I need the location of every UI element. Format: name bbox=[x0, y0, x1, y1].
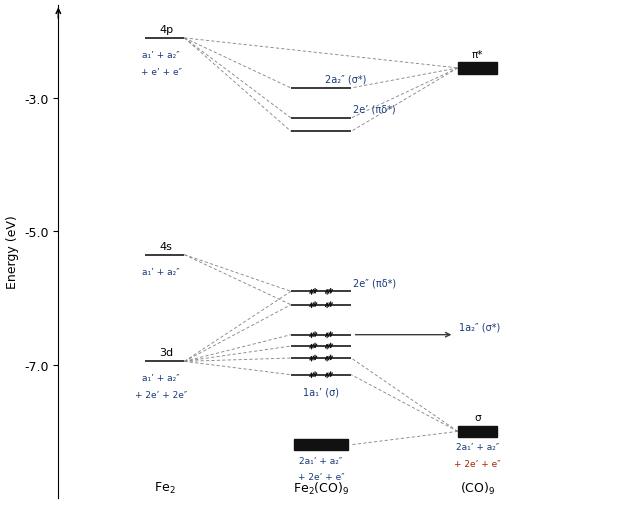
Text: + 2e’ + e″: + 2e’ + e″ bbox=[454, 459, 501, 468]
Text: 2e’ (πδ*): 2e’ (πδ*) bbox=[353, 105, 396, 115]
Text: a₁’ + a₂″: a₁’ + a₂″ bbox=[142, 267, 180, 276]
Text: 4s: 4s bbox=[160, 241, 173, 251]
Text: 4p: 4p bbox=[159, 25, 173, 35]
Text: a₁’ + a₂″: a₁’ + a₂″ bbox=[142, 51, 180, 60]
Y-axis label: Energy (eV): Energy (eV) bbox=[6, 215, 18, 289]
Text: 2a₁’ + a₂″: 2a₁’ + a₂″ bbox=[456, 442, 499, 451]
Text: + e’ + e″: + e’ + e″ bbox=[141, 68, 182, 76]
Text: Fe$_2$(CO)$_9$: Fe$_2$(CO)$_9$ bbox=[293, 479, 349, 495]
Text: Fe$_2$: Fe$_2$ bbox=[154, 479, 176, 494]
Text: π*: π* bbox=[471, 50, 483, 60]
Text: 1a₁’ (σ): 1a₁’ (σ) bbox=[303, 386, 339, 396]
Text: 3d: 3d bbox=[159, 347, 173, 358]
Bar bbox=[458, 426, 497, 437]
Text: + 2e’ + 2e″: + 2e’ + 2e″ bbox=[135, 390, 188, 399]
Text: a₁’ + a₂″: a₁’ + a₂″ bbox=[142, 374, 180, 383]
Text: 2e″ (πδ*): 2e″ (πδ*) bbox=[353, 278, 396, 288]
Bar bbox=[458, 63, 497, 74]
Text: 2a₂″ (σ*): 2a₂″ (σ*) bbox=[325, 75, 366, 85]
Bar bbox=[295, 439, 348, 450]
Text: 1a₂″ (σ*): 1a₂″ (σ*) bbox=[459, 322, 501, 332]
Text: σ: σ bbox=[474, 413, 480, 423]
Text: (CO)$_9$: (CO)$_9$ bbox=[459, 479, 495, 495]
Text: 2a₁’ + a₂″: 2a₁’ + a₂″ bbox=[300, 456, 343, 465]
Text: + 2e’ + e″: + 2e’ + e″ bbox=[298, 473, 344, 481]
